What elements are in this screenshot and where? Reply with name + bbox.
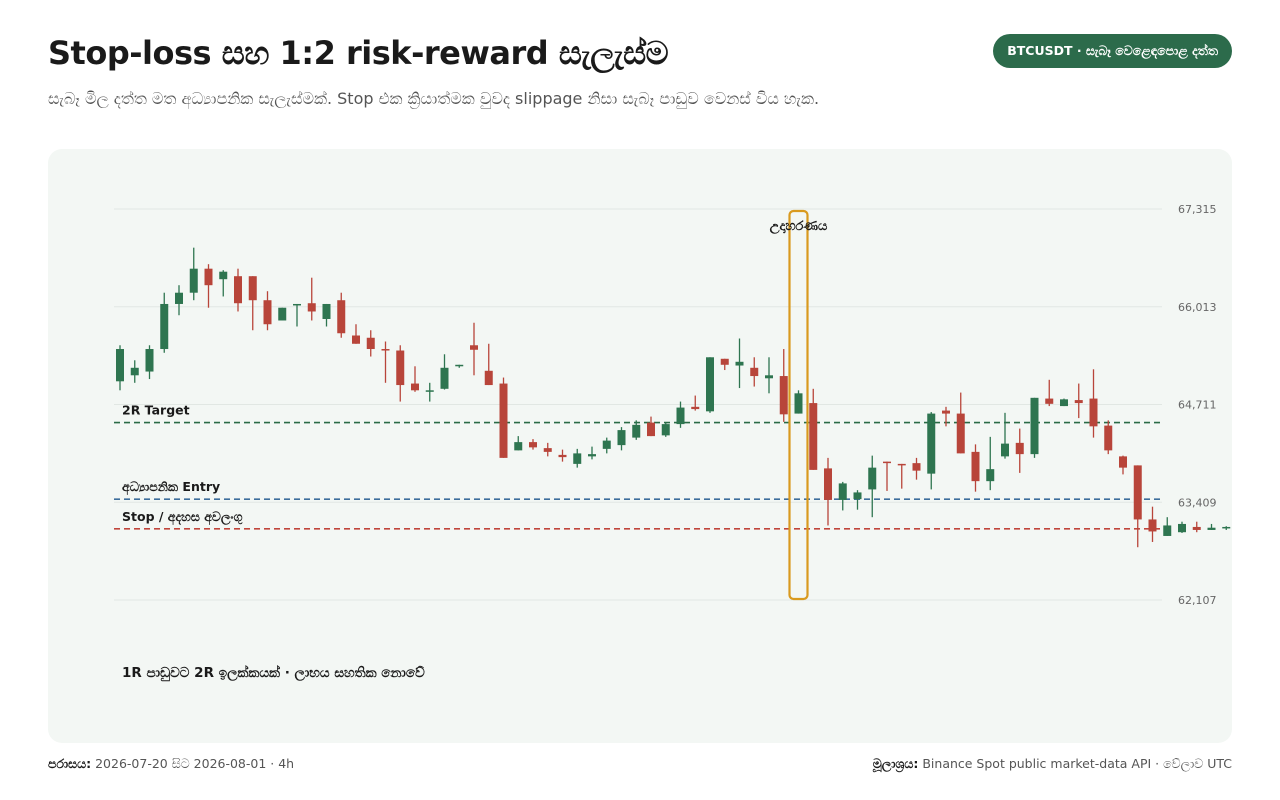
candle-body xyxy=(204,268,213,286)
candle-body xyxy=(1148,519,1157,532)
candle-body xyxy=(337,300,346,334)
candle-body xyxy=(661,424,670,436)
candle-body xyxy=(1119,456,1127,468)
candle-body xyxy=(1192,526,1201,530)
candle-body xyxy=(573,453,582,464)
candle-body xyxy=(794,393,803,414)
candle-body xyxy=(868,467,877,490)
candle-body xyxy=(396,350,405,386)
candle-body xyxy=(602,440,611,449)
candle-body xyxy=(1060,399,1068,407)
candle-body xyxy=(824,468,832,500)
example-highlight-box xyxy=(788,209,809,601)
candle-body xyxy=(499,383,508,458)
candle-body xyxy=(971,451,980,482)
candle-body xyxy=(293,303,301,306)
candle-body xyxy=(588,454,596,457)
candle-body xyxy=(942,410,950,414)
candle-body xyxy=(529,442,537,448)
candle-body xyxy=(514,442,523,451)
candle-body xyxy=(853,492,862,500)
candle-body xyxy=(470,345,478,350)
target-level-label: 2R Target xyxy=(122,403,190,418)
candle-body xyxy=(765,375,773,379)
candle-body xyxy=(558,454,567,458)
candle-body xyxy=(219,271,228,280)
candle-body xyxy=(352,335,360,344)
chart-card: 67,315 66,013 64,711 63,409 62,107 2R Target අ… xyxy=(48,149,1232,743)
footer-source-label: මූලාශ්‍රය: xyxy=(872,756,919,771)
y-tick-label: 63,409 xyxy=(1178,496,1217,509)
page-subtitle: සැබෑ මිල දත්ත මත අධ්‍යාපනික සැලැස්මක්. S… xyxy=(48,89,820,108)
candle-body xyxy=(617,430,626,446)
footer-range-label: පරාසය: xyxy=(48,756,92,771)
candle-body xyxy=(1074,400,1083,404)
page-title: Stop-loss සහ 1:2 risk-reward සැලැස්ම xyxy=(48,34,669,72)
candle-body xyxy=(779,376,788,415)
footer-range-value: 2026-07-20 සිට 2026-08-01 · 4h xyxy=(95,756,295,771)
candle-body xyxy=(1104,425,1113,451)
candle-body xyxy=(1163,525,1172,536)
candle-body xyxy=(248,276,257,301)
data-source-badge: BTCUSDT · සැබෑ වෙළෙඳපොළ දත්ත xyxy=(993,34,1232,68)
candle-body xyxy=(440,367,449,389)
candle-body xyxy=(986,469,995,482)
candle-body xyxy=(1222,526,1231,529)
candle-body xyxy=(1207,527,1216,530)
candle-body xyxy=(897,463,906,466)
candle-body xyxy=(735,361,744,366)
footer-source-value: Binance Spot public market-data API · වේ… xyxy=(922,756,1232,771)
candle-body xyxy=(809,403,818,470)
candle-body xyxy=(647,422,655,437)
candle-body xyxy=(322,303,331,319)
candle-body xyxy=(1001,443,1009,457)
candle-body xyxy=(883,461,891,464)
candle-body xyxy=(927,413,936,474)
candle-body xyxy=(838,483,847,500)
footer-range: පරාසය: 2026-07-20 සිට 2026-08-01 · 4h xyxy=(48,756,294,772)
candle-body xyxy=(676,407,685,425)
candle-body xyxy=(706,357,714,412)
candle-body xyxy=(720,358,729,365)
y-tick-label: 67,315 xyxy=(1178,203,1217,216)
candle-body xyxy=(691,406,700,410)
y-tick-label: 64,711 xyxy=(1178,399,1217,412)
candle-body xyxy=(234,276,242,304)
candle-body xyxy=(366,337,375,350)
candle-body xyxy=(1089,398,1098,427)
candle-body xyxy=(307,303,316,312)
candle-body xyxy=(956,413,965,454)
candlestick-chart: 67,315 66,013 64,711 63,409 62,107 2R Target අ… xyxy=(114,203,1231,683)
candle-body xyxy=(411,383,419,391)
candle-body xyxy=(1178,523,1186,533)
entry-level-label: අධ්‍යාපනික Entry xyxy=(122,479,220,496)
candle-body xyxy=(1030,397,1039,455)
candle-body xyxy=(750,367,759,377)
candle-body xyxy=(189,268,198,293)
candle-body xyxy=(425,390,434,392)
candle-body xyxy=(1015,442,1024,455)
example-annotation-label: උදාහරණය xyxy=(770,219,828,235)
candle-body xyxy=(455,364,464,367)
risk-reward-note: 1R පාඩුවට 2R ඉලක්කයක් · ලාභය සහතික නොවේ xyxy=(122,664,425,683)
candle-body xyxy=(175,292,183,304)
footer-source: මූලාශ්‍රය: Binance Spot public market-da… xyxy=(873,756,1232,772)
candle-body xyxy=(116,349,124,382)
candle-body xyxy=(160,303,169,350)
candle-body xyxy=(263,300,272,325)
candle-body xyxy=(543,448,552,452)
candle-body xyxy=(130,367,139,376)
y-tick-label: 62,107 xyxy=(1178,594,1217,607)
candle-body xyxy=(1045,398,1054,404)
candle-body xyxy=(912,463,921,471)
candle-body xyxy=(484,370,493,386)
candle-body xyxy=(278,307,287,321)
candle-body xyxy=(632,424,641,438)
stop-level-label: Stop / අදහස අවලංගු xyxy=(122,509,244,526)
y-tick-label: 66,013 xyxy=(1178,301,1217,314)
candle-body xyxy=(381,349,390,351)
candle-body xyxy=(1133,465,1142,520)
candle-body xyxy=(145,349,154,372)
